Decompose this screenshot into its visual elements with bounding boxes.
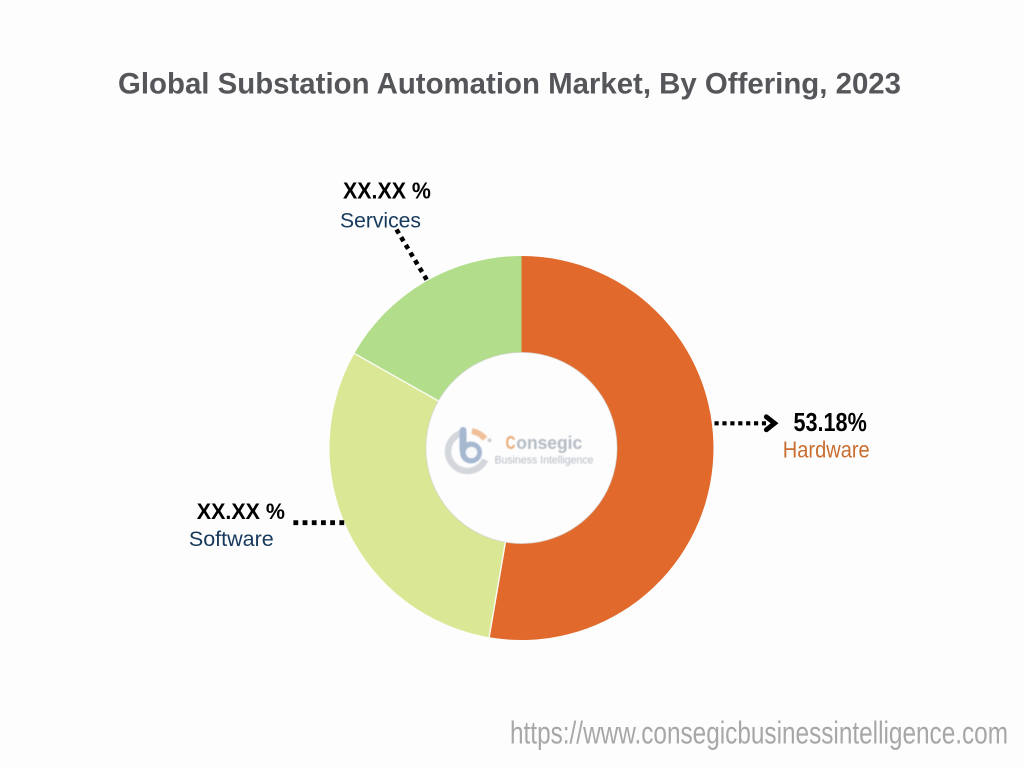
svg-text:Hardware: Hardware: [783, 437, 870, 463]
svg-text:Services: Services: [340, 209, 421, 232]
svg-text:https://www.consegicbusinessin: https://www.consegicbusinessintelligence…: [510, 715, 1008, 751]
svg-text:XX.XX %: XX.XX %: [343, 177, 431, 203]
svg-text:Software: Software: [189, 528, 274, 551]
svg-text:XX.XX %: XX.XX %: [197, 499, 285, 524]
svg-text:Business Intelligence: Business Intelligence: [495, 454, 594, 466]
svg-text:Global Substation Automation M: Global Substation Automation Market, By …: [118, 68, 901, 101]
svg-text:C: C: [506, 433, 516, 453]
svg-text:onsegic: onsegic: [516, 433, 582, 453]
svg-text:53.18%: 53.18%: [794, 407, 867, 437]
